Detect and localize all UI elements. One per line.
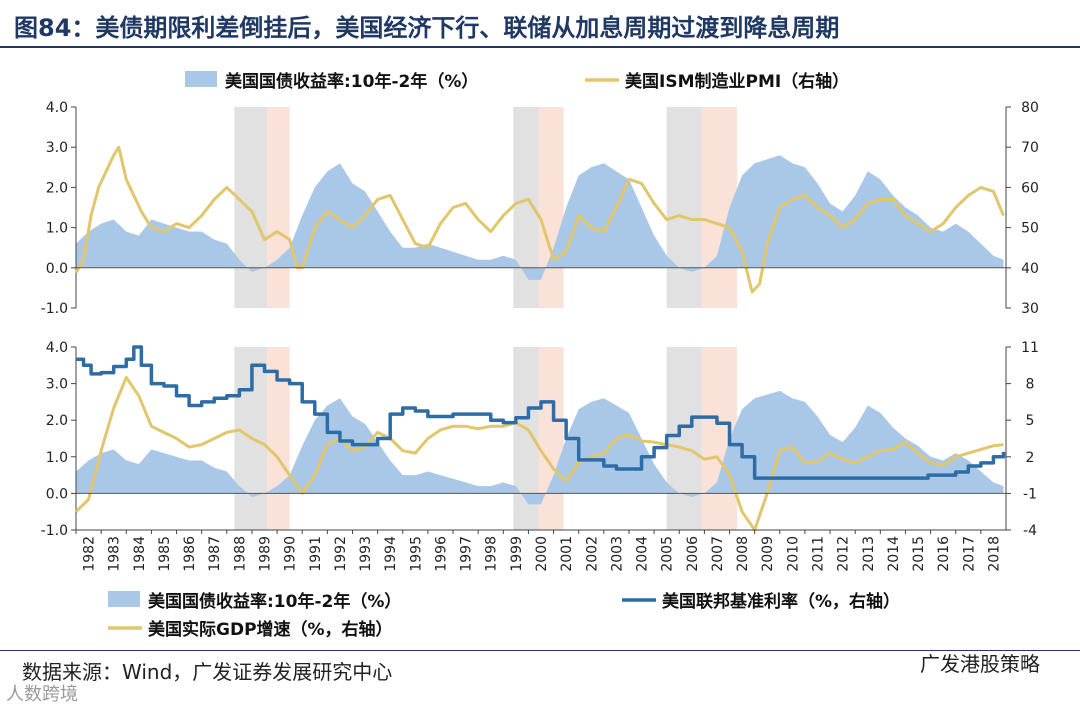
left-tick-label: 2.0 bbox=[46, 180, 68, 196]
chart-canvas: 4.0 3.0 2.0 1.0 0.0 -1.0 80 70 60 50 40 30 4.0 3.0 2.… bbox=[41, 71, 1039, 640]
x-tick-label: 1995 bbox=[408, 536, 424, 572]
right-tick-label: 80 bbox=[1021, 100, 1039, 116]
legend-bottom-gdp-label: 美国实际GDP增速（%，右轴） bbox=[148, 619, 393, 640]
left-tick-label: 0.0 bbox=[46, 261, 68, 277]
shaded-period-3 bbox=[538, 347, 564, 530]
left-tick-label: 4.0 bbox=[46, 340, 68, 356]
x-tick-label: 2013 bbox=[861, 536, 877, 572]
x-tick-label: 2016 bbox=[936, 536, 952, 572]
x-tick-label: 1992 bbox=[333, 536, 349, 572]
x-tick-label: 1986 bbox=[182, 536, 198, 572]
right-tick-label: 70 bbox=[1021, 140, 1039, 156]
shaded-period-3 bbox=[538, 107, 564, 308]
x-tick-label: 1990 bbox=[283, 536, 299, 572]
watermark-left: 人数跨境 bbox=[6, 684, 78, 705]
pmi-line bbox=[74, 145, 1005, 294]
right-tick-label: 2 bbox=[1026, 450, 1035, 466]
shaded-period-4 bbox=[666, 347, 702, 530]
x-tick-label: 2014 bbox=[886, 536, 902, 572]
x-tick-label: 1984 bbox=[132, 536, 148, 572]
x-tick-label: 1999 bbox=[509, 536, 525, 572]
page-title: 图84：美债期限利差倒挂后，美国经济下行、联储从加息周期过渡到降息周期 bbox=[14, 14, 840, 42]
x-tick-label: 2008 bbox=[735, 536, 751, 572]
x-tick-label: 2010 bbox=[785, 536, 801, 572]
x-tick-label: 1982 bbox=[82, 536, 98, 572]
right-tick-label: 11 bbox=[1021, 340, 1039, 356]
right-tick-label: 50 bbox=[1021, 221, 1039, 237]
right-tick-label: -1 bbox=[1023, 486, 1037, 502]
x-tick-label: 1983 bbox=[107, 536, 123, 572]
x-tick-label: 2009 bbox=[760, 536, 776, 572]
legend-bottom-fed-label: 美国联邦基准利率（%，右轴） bbox=[662, 591, 900, 612]
right-tick-label: 60 bbox=[1021, 180, 1039, 196]
right-tick-label: -4 bbox=[1023, 523, 1037, 539]
x-tick-label: 1989 bbox=[258, 536, 274, 572]
fed-rate-line bbox=[76, 345, 1006, 480]
shaded-period-4 bbox=[666, 107, 702, 308]
x-tick-label: 2000 bbox=[534, 536, 550, 572]
x-tick-label: 2006 bbox=[685, 536, 701, 572]
left-tick-label: 3.0 bbox=[46, 377, 68, 393]
x-tick-label: 2018 bbox=[986, 536, 1002, 572]
legend-top-spread-label: 美国国债收益率:10年-2年（%） bbox=[225, 71, 478, 92]
left-tick-label: 2.0 bbox=[46, 413, 68, 429]
left-tick-label: -1.0 bbox=[41, 523, 68, 539]
title-divider bbox=[0, 46, 1080, 48]
left-tick-label: 0.0 bbox=[46, 486, 68, 502]
right-tick-label: 5 bbox=[1026, 413, 1035, 429]
x-tick-label: 1994 bbox=[383, 536, 399, 572]
x-tick-label: 1997 bbox=[459, 536, 475, 572]
top-chart: 4.0 3.0 2.0 1.0 0.0 -1.0 80 70 60 50 40 30 bbox=[41, 100, 1039, 317]
x-tick-label: 2012 bbox=[836, 536, 852, 572]
bottom-chart: 4.0 3.0 2.0 1.0 0.0 -1.0 11 8 5 2 -1 -4 1982 1983 1984… bbox=[41, 340, 1039, 572]
watermark-brand: 广发港股策略 bbox=[920, 652, 1040, 676]
left-tick-label: 1.0 bbox=[46, 221, 68, 237]
x-tick-label: 1991 bbox=[308, 536, 324, 572]
x-tick-label: 2001 bbox=[559, 536, 575, 572]
x-tick-label: 1993 bbox=[358, 536, 374, 572]
x-tick-label: 1988 bbox=[232, 536, 248, 572]
left-tick-label: 3.0 bbox=[46, 140, 68, 156]
legend-top-spread-swatch bbox=[185, 71, 217, 87]
x-tick-label: 2007 bbox=[710, 536, 726, 572]
legend-top-pmi-label: 美国ISM制造业PMI（右轴） bbox=[625, 71, 849, 92]
x-tick-label: 2017 bbox=[961, 536, 977, 572]
left-tick-label: 1.0 bbox=[46, 450, 68, 466]
legend-bottom-spread-swatch bbox=[108, 591, 140, 607]
x-tick-label: 1985 bbox=[157, 536, 173, 572]
x-tick-label: 2011 bbox=[810, 536, 826, 572]
x-tick-label: 2015 bbox=[911, 536, 927, 572]
shaded-period-0 bbox=[234, 107, 268, 308]
right-tick-label: 8 bbox=[1026, 377, 1035, 393]
x-tick-label: 2002 bbox=[584, 536, 600, 572]
x-tick-label: 2004 bbox=[635, 536, 651, 572]
x-tick-label: 1987 bbox=[207, 536, 223, 572]
gdp-line bbox=[74, 376, 1004, 532]
legend-bottom-spread-label: 美国国债收益率:10年-2年（%） bbox=[148, 591, 401, 612]
source-divider bbox=[0, 650, 1080, 651]
legends: 美国国债收益率:10年-2年（%） 美国ISM制造业PMI（右轴） 美国国债收益率:… bbox=[108, 71, 900, 640]
right-tick-label: 30 bbox=[1021, 301, 1039, 317]
right-tick-label: 40 bbox=[1021, 261, 1039, 277]
left-tick-label: 4.0 bbox=[46, 100, 68, 116]
x-tick-label: 2005 bbox=[660, 536, 676, 572]
x-tick-label: 1998 bbox=[484, 536, 500, 572]
left-tick-label: -1.0 bbox=[41, 301, 68, 317]
x-tick-label: 1996 bbox=[433, 536, 449, 572]
x-tick-label: 2003 bbox=[609, 536, 625, 572]
shaded-period-1 bbox=[267, 107, 290, 308]
source-note: 数据来源：Wind，广发证券发展研究中心 bbox=[22, 660, 393, 684]
